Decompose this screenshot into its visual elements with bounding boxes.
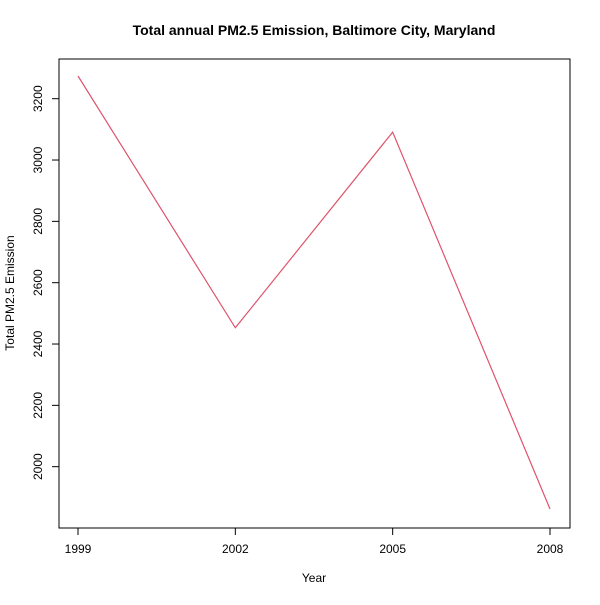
y-tick-label: 3200 bbox=[31, 85, 45, 112]
series-layer bbox=[77, 75, 551, 510]
y-tick-label: 2600 bbox=[31, 269, 45, 296]
y-tick-label: 2800 bbox=[31, 208, 45, 235]
x-tick-label: 2002 bbox=[222, 542, 249, 556]
y-tick-label: 2200 bbox=[31, 392, 45, 419]
y-tick-label: 2000 bbox=[31, 453, 45, 480]
series-line bbox=[77, 75, 551, 510]
plot-frame bbox=[58, 58, 571, 529]
x-tick-label: 1999 bbox=[65, 542, 92, 556]
x-axis: 1999 2002 2005 2008 bbox=[65, 527, 564, 556]
y-axis: 2000 2200 2400 2600 2800 3000 3200 bbox=[31, 85, 60, 480]
y-tick-label: 3000 bbox=[31, 146, 45, 173]
y-axis-label: Total PM2.5 Emission bbox=[3, 235, 17, 350]
x-tick-label: 2008 bbox=[537, 542, 564, 556]
x-axis-label: Year bbox=[302, 571, 326, 585]
x-tick-label: 2005 bbox=[379, 542, 406, 556]
chart-title: Total annual PM2.5 Emission, Baltimore C… bbox=[133, 22, 496, 38]
y-tick-label: 2400 bbox=[31, 330, 45, 357]
